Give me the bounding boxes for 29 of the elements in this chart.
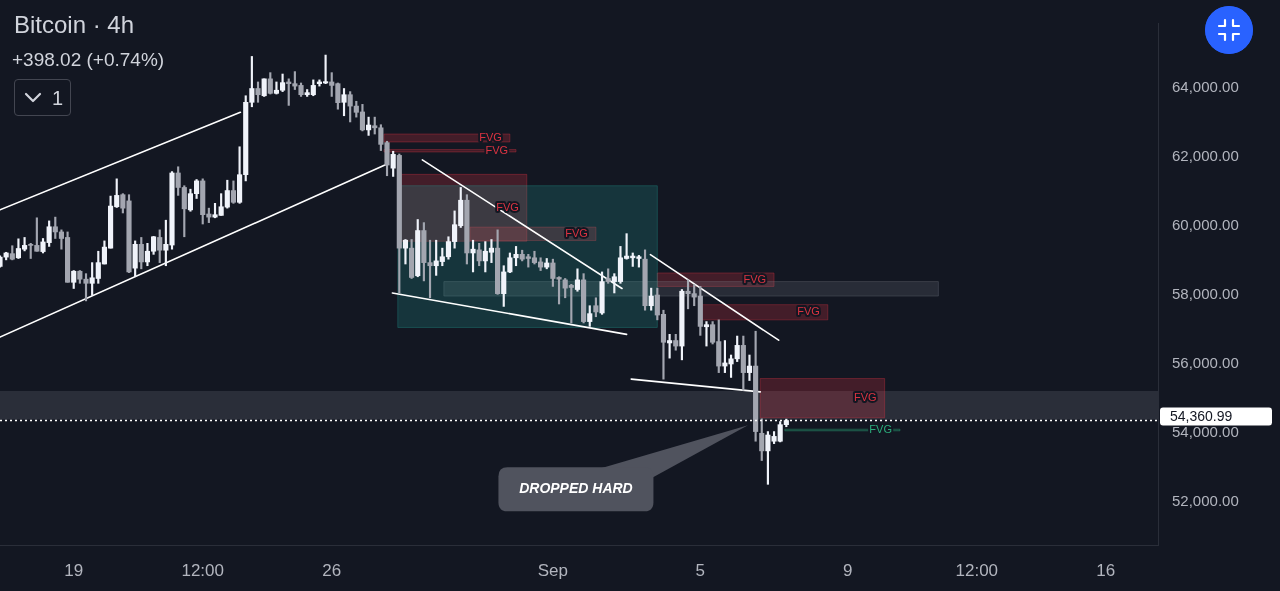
legend-label: FVG [743, 272, 767, 285]
x-tick-label: 12:00 [955, 560, 999, 580]
x-tick-label: 12:00 [181, 560, 224, 580]
y-tick-label: 64,000.00 [1172, 78, 1239, 96]
legend-label: FVG [797, 305, 820, 318]
annotation: 1 [52, 86, 64, 109]
y-tick-label: 58,000.00 [1172, 285, 1239, 303]
y-tick-label: 60,000.00 [1172, 216, 1239, 234]
legend-label: FVG [479, 131, 502, 144]
legend-label: FVG [869, 423, 892, 436]
legend-label: FVG [854, 391, 877, 404]
chart-title: Bitcoin · 4h [14, 11, 135, 39]
dropdown-button: 1 [14, 79, 71, 116]
x-tick-label: 16 [1096, 560, 1116, 580]
ref-line-label: 54,360.99 [1170, 408, 1233, 425]
legend-label: FVG [496, 200, 519, 213]
y-tick-label: 56,000.00 [1172, 354, 1239, 372]
annotation: DROPPED HARD [519, 480, 633, 497]
y-tick-label: 62,000.00 [1172, 147, 1239, 165]
y-tick-label: 54,000.00 [1172, 423, 1239, 441]
y-tick-label: 52,000.00 [1172, 492, 1239, 510]
x-tick-label: 5 [695, 560, 706, 580]
x-tick-label: 19 [64, 560, 84, 580]
text: +398.02 (+0.74%) [12, 49, 165, 71]
legend-label: FVG [565, 226, 588, 239]
x-tick-label: 26 [322, 560, 342, 580]
x-tick-label: Sep [537, 560, 569, 580]
x-tick-label: 9 [843, 560, 853, 580]
legend-label: FVG [485, 143, 509, 156]
